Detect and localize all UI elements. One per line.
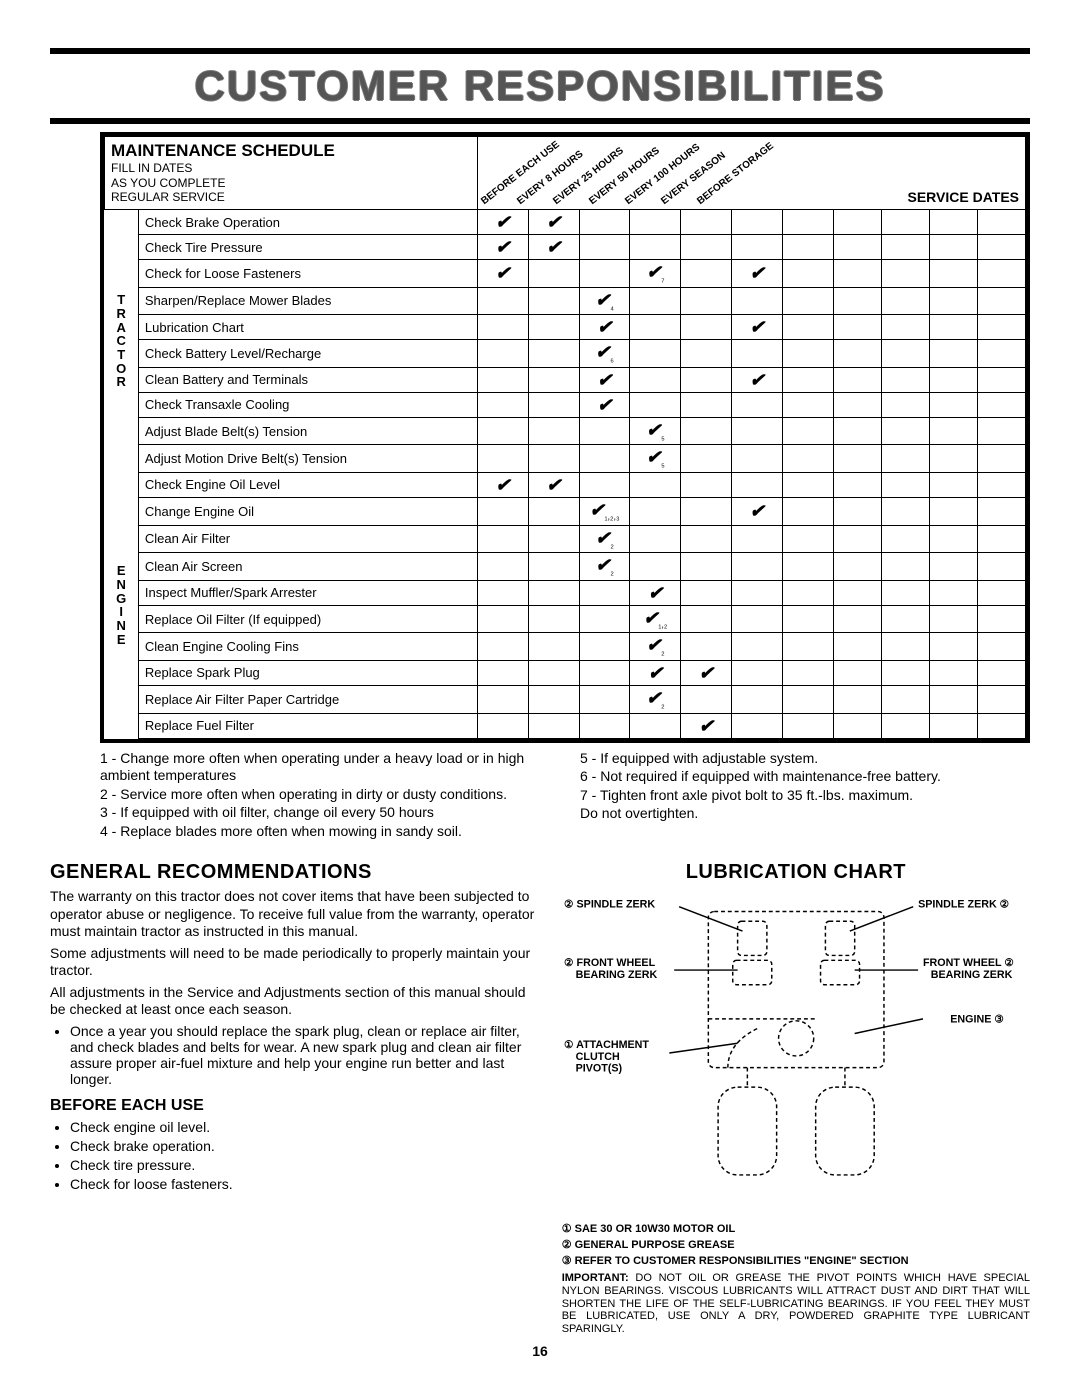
sched-row-desc: Check Transaxle Cooling xyxy=(138,392,477,417)
footnotes: 1 - Change more often when operating und… xyxy=(100,749,1030,842)
before-heading: BEFORE EACH USE xyxy=(50,1097,542,1115)
sched-row-desc: Clean Air Screen xyxy=(138,553,477,581)
rule-under-title xyxy=(50,118,1030,124)
sched-row-desc: Replace Air Filter Paper Cartridge xyxy=(138,685,477,713)
general-p3: All adjustments in the Service and Adjus… xyxy=(50,984,542,1019)
lbl-front-r: FRONT WHEEL ② xyxy=(923,957,1014,969)
page-title: CUSTOMER RESPONSIBILITIES xyxy=(50,62,1030,110)
lube-heading: LUBRICATION CHART xyxy=(562,861,1030,884)
general-p2: Some adjustments will need to be made pe… xyxy=(50,945,542,980)
general-p1: The warranty on this tractor does not co… xyxy=(50,888,542,941)
general-heading: GENERAL RECOMMENDATIONS xyxy=(50,861,542,884)
sched-row-desc: Clean Air Filter xyxy=(138,525,477,553)
sched-row-desc: Adjust Motion Drive Belt(s) Tension xyxy=(138,445,477,473)
before-item: Check for loose fasteners. xyxy=(70,1176,542,1192)
sched-row-desc: Check Battery Level/Recharge xyxy=(138,340,477,368)
svg-text:BEARING ZERK: BEARING ZERK xyxy=(575,969,657,981)
general-bullet: Once a year you should replace the spark… xyxy=(70,1023,542,1087)
page-number: 16 xyxy=(50,1343,1030,1359)
before-list: Check engine oil level. Check brake opera… xyxy=(70,1119,542,1192)
sched-row-desc: Check Engine Oil Level xyxy=(138,472,477,497)
before-item: Check engine oil level. xyxy=(70,1119,542,1135)
lbl-front-l: ② FRONT WHEEL xyxy=(564,957,656,969)
sched-row-desc: Lubrication Chart xyxy=(138,315,477,340)
lbl-spindle-r: SPINDLE ZERK ② xyxy=(918,899,1010,911)
sched-row-desc: Clean Battery and Terminals xyxy=(138,367,477,392)
lbl-engine: ENGINE ③ xyxy=(950,1014,1004,1026)
lbl-attach: ① ATTACHMENT xyxy=(564,1039,649,1051)
sched-row-desc: Sharpen/Replace Mower Blades xyxy=(138,287,477,315)
svg-text:BEARING ZERK: BEARING ZERK xyxy=(930,969,1012,981)
lubrication-diagram: ② SPINDLE ZERK SPINDLE ZERK ② ② FRONT WH… xyxy=(562,888,1030,1218)
maintenance-schedule: MAINTENANCE SCHEDULEFILL IN DATESAS YOU … xyxy=(100,132,1030,743)
sched-row-desc: Change Engine Oil xyxy=(138,497,477,525)
sched-row-desc: Check Brake Operation xyxy=(138,210,477,235)
lube-legend: ① SAE 30 OR 10W30 MOTOR OIL② GENERAL PUR… xyxy=(562,1223,1030,1268)
before-item: Check tire pressure. xyxy=(70,1157,542,1173)
svg-text:PIVOT(S): PIVOT(S) xyxy=(575,1063,622,1075)
sched-row-desc: Clean Engine Cooling Fins xyxy=(138,633,477,661)
sched-row-desc: Replace Oil Filter (If equipped) xyxy=(138,605,477,633)
lbl-spindle-l: ② SPINDLE ZERK xyxy=(564,899,655,911)
sched-row-desc: Check for Loose Fasteners xyxy=(138,260,477,288)
rule-top xyxy=(50,48,1030,54)
sched-row-desc: Adjust Blade Belt(s) Tension xyxy=(138,417,477,445)
lube-important: IMPORTANT: DO NOT OIL OR GREASE THE PIVO… xyxy=(562,1272,1030,1335)
sched-row-desc: Check Tire Pressure xyxy=(138,235,477,260)
sched-row-desc: Replace Spark Plug xyxy=(138,660,477,685)
before-item: Check brake operation. xyxy=(70,1138,542,1154)
sched-row-desc: Inspect Muffler/Spark Arrester xyxy=(138,580,477,605)
svg-text:CLUTCH: CLUTCH xyxy=(575,1051,619,1063)
sched-row-desc: Replace Fuel Filter xyxy=(138,713,477,738)
